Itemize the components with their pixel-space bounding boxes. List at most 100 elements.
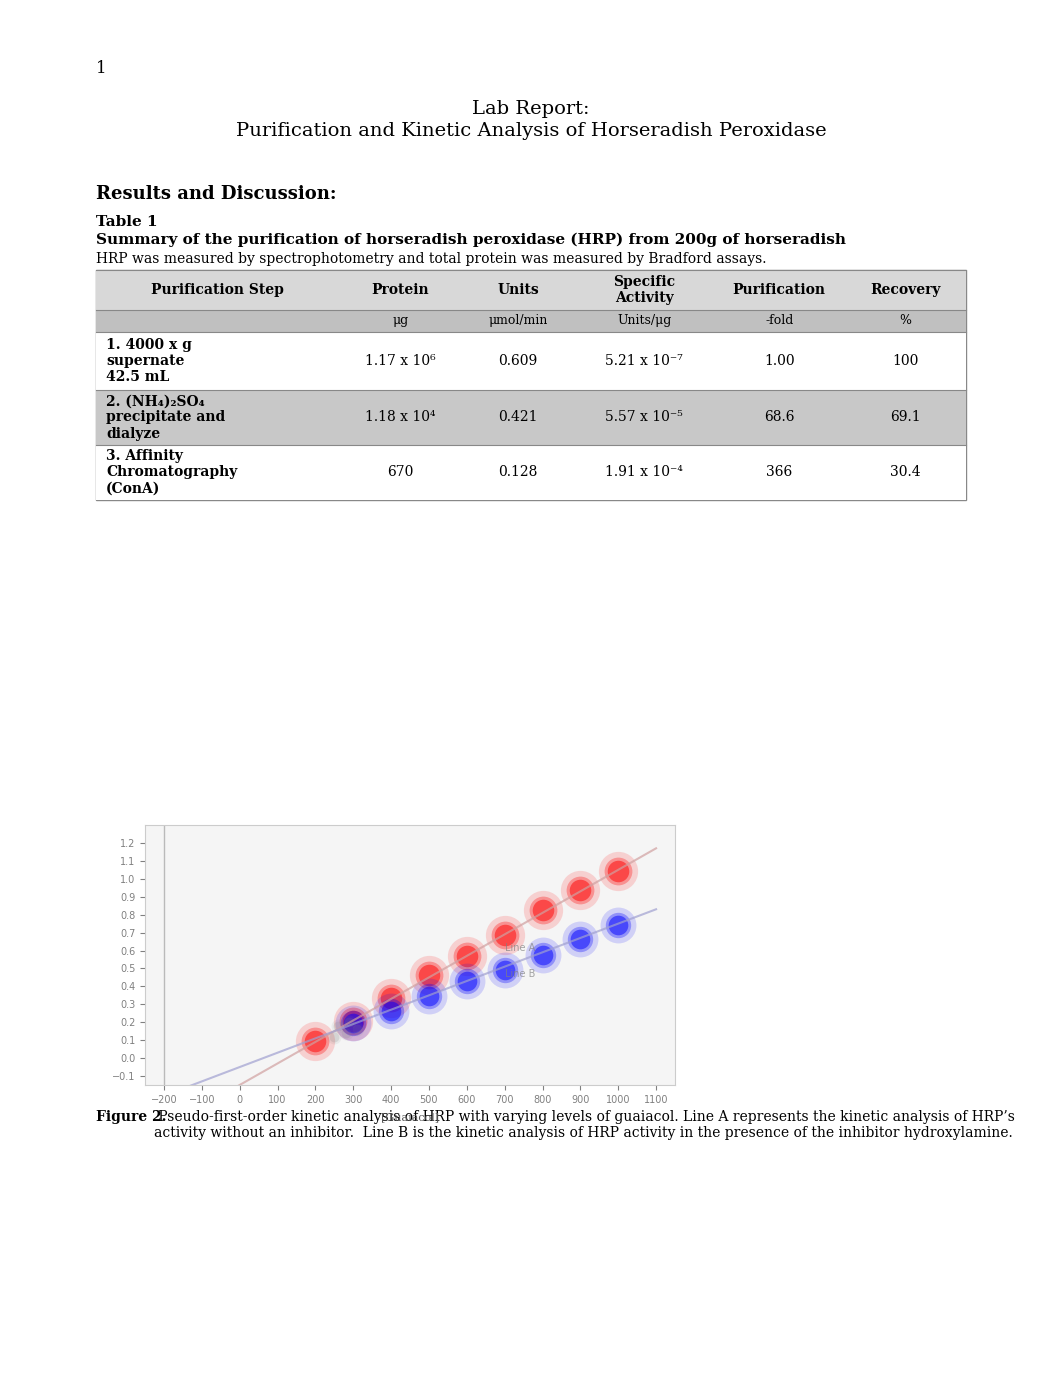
Point [382,987,399,1009]
Text: -fold: -fold [765,314,793,328]
Text: 1.17 x 10⁶: 1.17 x 10⁶ [365,354,435,368]
FancyBboxPatch shape [340,445,461,500]
Text: 3. Affinity
Chromatography
(ConA): 3. Affinity Chromatography (ConA) [106,449,238,496]
FancyBboxPatch shape [844,332,966,390]
FancyBboxPatch shape [714,445,844,500]
Point [496,958,513,980]
FancyBboxPatch shape [96,310,340,332]
Point [382,987,399,1009]
Point [345,1012,362,1034]
FancyBboxPatch shape [575,310,714,332]
Text: 1.18 x 10⁴: 1.18 x 10⁴ [365,410,435,424]
Point [496,924,513,946]
FancyBboxPatch shape [96,332,340,390]
Point [307,1030,324,1052]
Point [496,958,513,980]
Point [534,899,551,921]
Point [382,987,399,1009]
Text: Protein: Protein [372,284,429,297]
Text: μmol/min: μmol/min [489,314,548,328]
Point [326,1026,343,1048]
FancyBboxPatch shape [714,332,844,390]
Text: Summary of the purification of horseradish peroxidase (HRP) from 200g of horsera: Summary of the purification of horseradi… [96,233,845,248]
Point [421,964,438,986]
Point [421,985,438,1007]
Text: 5.57 x 10⁻⁵: 5.57 x 10⁻⁵ [605,410,683,424]
FancyBboxPatch shape [844,270,966,310]
FancyBboxPatch shape [575,445,714,500]
Text: 100: 100 [892,354,919,368]
Point [345,1009,362,1031]
Text: Units/μg: Units/μg [617,314,671,328]
Text: 1: 1 [96,61,106,77]
Point [341,1011,358,1033]
Point [571,879,588,901]
Point [459,969,476,991]
Point [534,899,551,921]
Point [496,924,513,946]
Text: Results and Discussion:: Results and Discussion: [96,185,336,202]
Point [329,1015,346,1037]
FancyBboxPatch shape [340,332,461,390]
Text: 670: 670 [388,465,413,479]
Text: Line A: Line A [504,942,535,953]
Point [421,964,438,986]
Point [345,1009,362,1031]
Point [610,914,627,936]
FancyBboxPatch shape [340,310,461,332]
FancyBboxPatch shape [844,445,966,500]
Point [307,1030,324,1052]
Point [337,1022,354,1044]
FancyBboxPatch shape [96,270,340,310]
Point [571,928,588,950]
Point [571,928,588,950]
Text: Pseudo-first-order kinetic analysis of HRP with varying levels of guaiacol. Line: Pseudo-first-order kinetic analysis of H… [154,1110,1015,1140]
Text: Table 1: Table 1 [96,215,157,229]
Point [382,1000,399,1022]
Point [610,859,627,881]
Text: 366: 366 [766,465,792,479]
Point [534,945,551,967]
Point [341,1011,358,1033]
Point [307,1030,324,1052]
FancyBboxPatch shape [575,390,714,445]
Point [348,1019,365,1041]
Text: 0.128: 0.128 [498,465,537,479]
FancyBboxPatch shape [844,310,966,332]
Point [571,879,588,901]
Point [571,879,588,901]
Text: μg: μg [392,314,409,328]
Point [459,945,476,967]
Point [421,985,438,1007]
Text: 5.21 x 10⁻⁷: 5.21 x 10⁻⁷ [605,354,683,368]
Text: Lab Report:: Lab Report: [473,101,589,118]
FancyBboxPatch shape [461,270,575,310]
Text: 1. 4000 x g
supernate
42.5 mL: 1. 4000 x g supernate 42.5 mL [106,337,192,384]
Text: 69.1: 69.1 [890,410,921,424]
Text: [Guaiacol]: [Guaiacol] [381,1113,439,1122]
Text: 0.609: 0.609 [498,354,537,368]
Point [345,1012,362,1034]
Text: Line B: Line B [504,969,535,979]
FancyBboxPatch shape [714,310,844,332]
Text: 1.91 x 10⁻⁴: 1.91 x 10⁻⁴ [605,465,683,479]
FancyBboxPatch shape [461,332,575,390]
Point [459,945,476,967]
Point [610,914,627,936]
Point [345,1009,362,1031]
Point [610,859,627,881]
Text: Purification and Kinetic Analysis of Horseradish Peroxidase: Purification and Kinetic Analysis of Hor… [236,123,826,140]
FancyBboxPatch shape [714,270,844,310]
FancyBboxPatch shape [844,390,966,445]
FancyBboxPatch shape [461,445,575,500]
Point [421,985,438,1007]
Point [534,945,551,967]
Point [459,945,476,967]
Text: 0.421: 0.421 [498,410,537,424]
Point [496,924,513,946]
Text: Purification: Purification [733,284,825,297]
Text: Recovery: Recovery [870,284,941,297]
FancyBboxPatch shape [461,310,575,332]
Point [496,958,513,980]
Point [610,859,627,881]
